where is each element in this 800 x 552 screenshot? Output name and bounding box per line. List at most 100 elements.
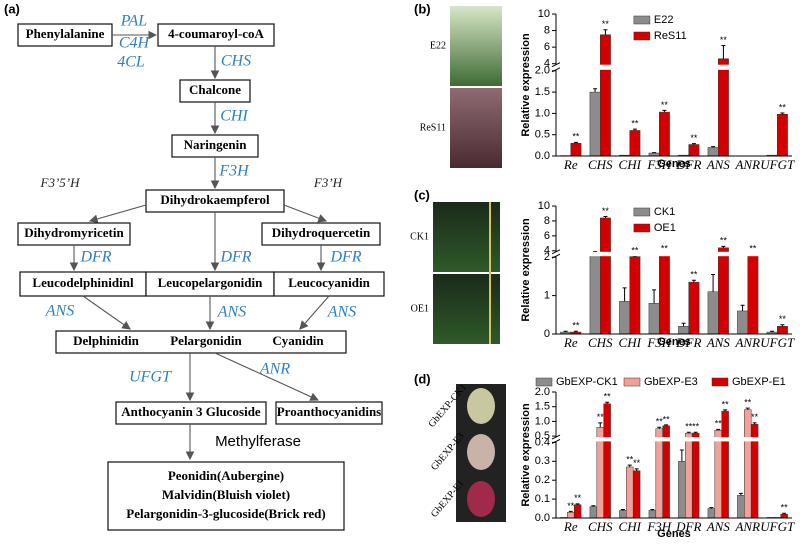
- x-tick-label: UFGT: [760, 519, 795, 534]
- arrow: [299, 295, 330, 330]
- error-bar: [691, 143, 696, 145]
- significance: **: [567, 501, 575, 511]
- error-bar: [573, 141, 578, 144]
- error-bar: [711, 273, 716, 292]
- bar: [573, 504, 582, 519]
- enzyme: UFGT: [129, 369, 172, 386]
- error-bar: [740, 304, 745, 311]
- legend-label: ReS11: [654, 30, 687, 42]
- photo-label: E22: [430, 40, 446, 51]
- x-tick-label: UFGT: [760, 157, 795, 172]
- enzyme: CHS: [221, 53, 251, 70]
- node: Cyanidin: [272, 333, 324, 348]
- pathway: Phenylalanine 4-coumaroyl-coA PAL C4H 4C…: [17, 13, 385, 531]
- error-bar: [709, 507, 714, 509]
- y-axis-title: Relative expression: [520, 218, 532, 322]
- y-tick-label: 0.0: [535, 512, 550, 524]
- node: Dihydroquercetin: [272, 225, 371, 240]
- significance: **: [715, 419, 723, 429]
- significance: **: [631, 119, 639, 129]
- legend-swatch: [633, 31, 651, 41]
- node: Peonidin(Aubergine): [168, 468, 284, 483]
- x-tick-label: Re: [563, 519, 578, 534]
- legend-label: OE1: [654, 222, 676, 234]
- x-tick-label: CHS: [588, 519, 613, 534]
- y-tick-label: 2.0: [535, 65, 550, 77]
- bar: [721, 410, 729, 519]
- error-bar: [770, 330, 775, 333]
- photo: [433, 202, 500, 272]
- legend-swatch: [633, 223, 651, 233]
- significance: **: [779, 102, 787, 112]
- y-tick-label: 0.5: [535, 129, 550, 141]
- x-tick-label: ANS: [706, 519, 731, 534]
- node: Pelargonidin: [170, 333, 242, 348]
- significance: **: [604, 392, 612, 402]
- bar: [737, 495, 745, 519]
- y-axis-title: Relative expression: [520, 33, 532, 137]
- enzyme: ANS: [327, 304, 356, 321]
- x-tick-label: UFGT: [760, 335, 795, 350]
- y-tick-label: 0.4: [535, 436, 550, 448]
- step-label: Methylferase: [215, 433, 301, 450]
- x-tick-label: ANR: [734, 519, 760, 534]
- photo-label: OE1: [411, 303, 429, 314]
- enzyme: ANS: [217, 304, 246, 321]
- error-bar: [650, 508, 655, 511]
- y-tick-label: 8: [544, 24, 550, 36]
- arrow: [82, 295, 131, 330]
- significance: **: [779, 314, 787, 324]
- x-tick-label: ANS: [706, 335, 731, 350]
- x-tick-label: F3H: [646, 157, 671, 172]
- y-tick-label: 0: [544, 328, 550, 340]
- y-tick-label: 1.0: [535, 415, 550, 427]
- bar: [589, 91, 601, 157]
- node-box: [115, 401, 267, 425]
- significance: **: [631, 246, 639, 256]
- panel-labels: (a) (b) (c) (d): [4, 1, 431, 386]
- y-tick-label: 2: [544, 251, 550, 263]
- node: Leucodelphinidinl: [32, 275, 134, 290]
- error-bar: [693, 431, 698, 434]
- error-bar: [575, 503, 580, 505]
- bar: [678, 461, 686, 519]
- significance: **: [656, 417, 664, 427]
- error-bar: [681, 322, 686, 327]
- photo-detail: [467, 481, 495, 517]
- legend-label: E22: [654, 14, 674, 26]
- bar: [747, 254, 759, 335]
- bar: [688, 144, 700, 157]
- node: 4-coumaroyl-coA: [168, 26, 264, 41]
- error-bar: [679, 449, 684, 462]
- error-bar: [664, 424, 669, 426]
- x-tick-label: ANR: [734, 335, 760, 350]
- y-tick-label: 8: [544, 215, 550, 227]
- bar: [567, 512, 575, 519]
- significance: **: [781, 503, 789, 513]
- legend-swatch: [633, 207, 651, 217]
- bar: [678, 326, 689, 335]
- significance: **: [690, 133, 698, 143]
- error-bar: [662, 109, 667, 113]
- bar: [659, 254, 670, 335]
- y-tick-label: 4: [544, 58, 550, 70]
- error-bar: [605, 401, 610, 404]
- node: Leucopelargonidin: [158, 275, 264, 290]
- error-bar: [593, 88, 598, 93]
- bar: [777, 326, 788, 335]
- error-bar: [603, 29, 608, 35]
- photo: [450, 88, 502, 168]
- y-tick-label: 10: [538, 200, 550, 212]
- error-bar: [568, 510, 573, 513]
- legend-label: GbEXP-E3: [644, 376, 698, 388]
- photo-label: CK1: [410, 231, 429, 242]
- error-bar: [721, 245, 726, 248]
- panel-label: (b): [414, 1, 431, 16]
- enzyme: 4CL: [117, 54, 145, 71]
- significance: **: [720, 35, 728, 45]
- legend-label: CK1: [654, 206, 675, 218]
- node: Dihydromyricetin: [24, 225, 124, 240]
- significance: **: [574, 493, 582, 503]
- x-axis-title: Genes: [657, 336, 691, 348]
- y-tick-label: 2.0: [535, 386, 550, 398]
